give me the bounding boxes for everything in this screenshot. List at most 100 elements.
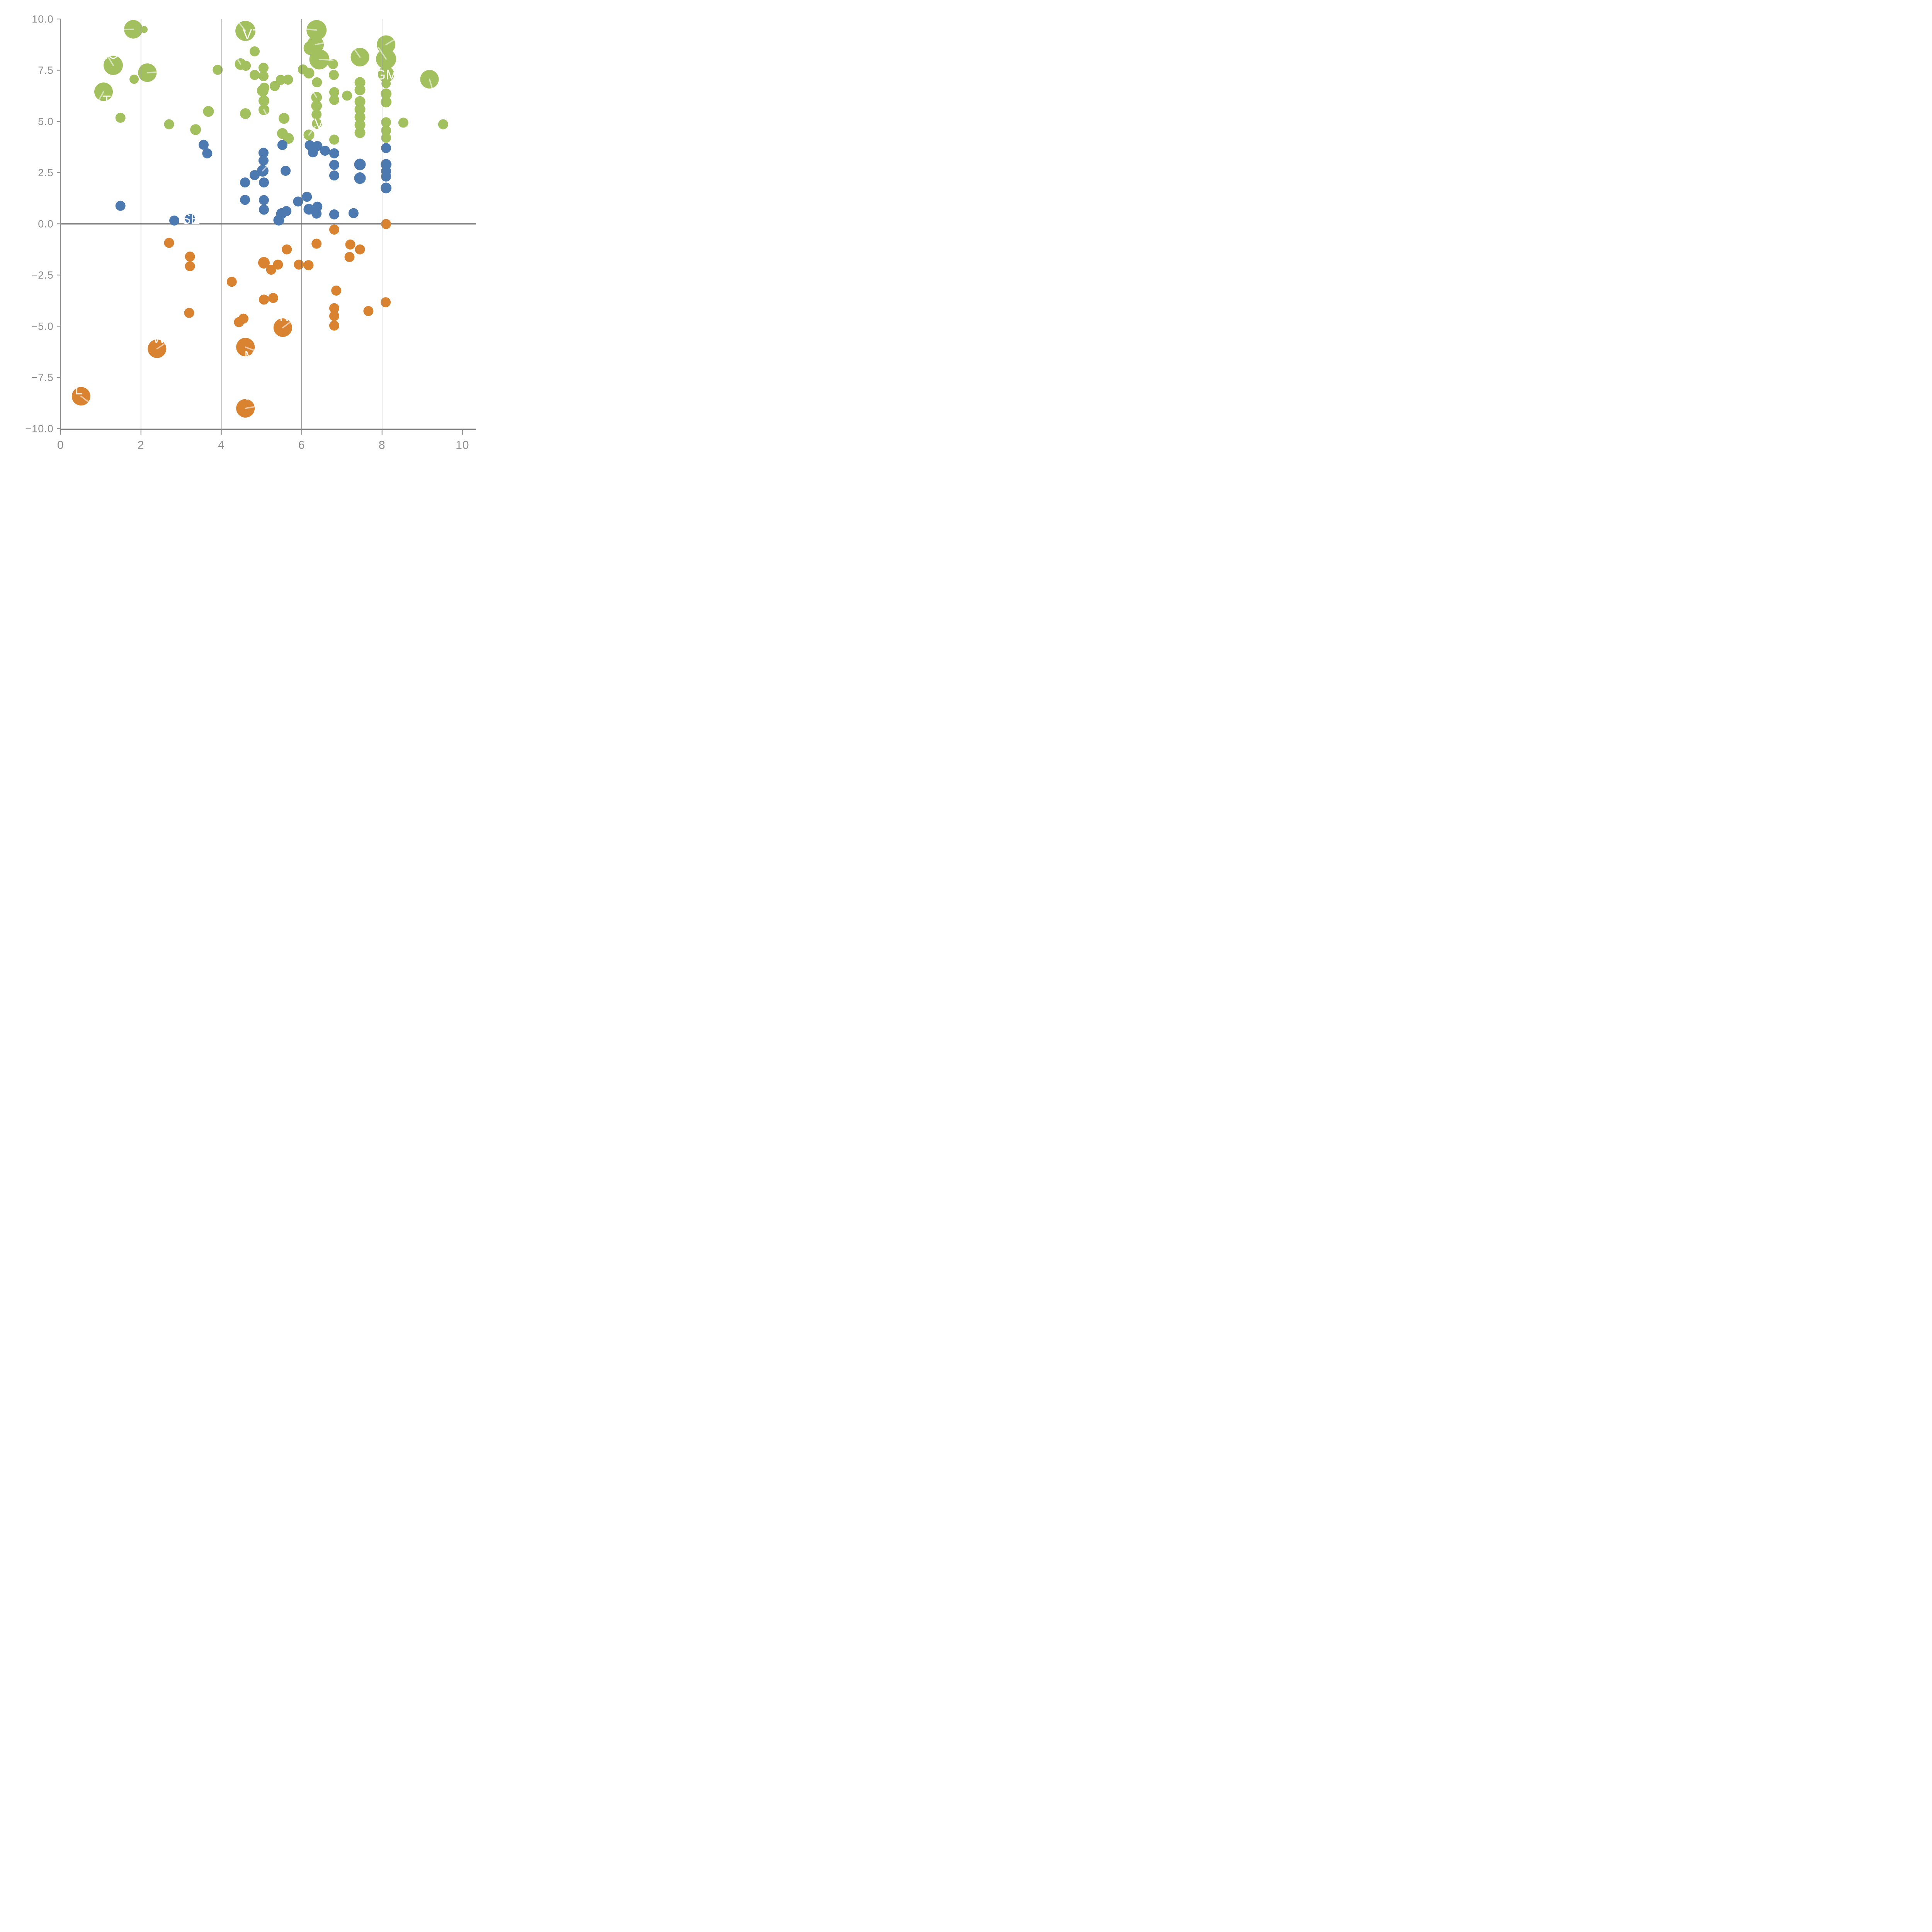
data-point[interactable]: [328, 70, 339, 80]
data-point[interactable]: [258, 95, 269, 106]
data-point[interactable]: [115, 201, 126, 211]
data-point[interactable]: [348, 208, 359, 218]
data-point[interactable]: [381, 143, 391, 153]
data-point[interactable]: [266, 264, 276, 275]
data-point[interactable]: [169, 215, 180, 226]
data-point[interactable]: [250, 70, 260, 80]
data-point[interactable]: [115, 112, 126, 123]
data-point[interactable]: [381, 219, 391, 229]
data-point[interactable]: [278, 113, 289, 124]
data-point[interactable]: [312, 77, 322, 88]
data-point[interactable]: [320, 146, 330, 156]
data-point[interactable]: [276, 75, 286, 85]
data-point[interactable]: [329, 95, 339, 105]
data-point[interactable]: [311, 100, 322, 111]
data-point[interactable]: [398, 117, 408, 128]
data-point[interactable]: [354, 158, 366, 170]
data-point[interactable]: [329, 303, 339, 313]
data-point[interactable]: [329, 160, 339, 170]
data-point[interactable]: [303, 204, 315, 215]
data-point[interactable]: [331, 286, 342, 296]
data-point[interactable]: [259, 294, 269, 305]
data-point[interactable]: [312, 141, 323, 151]
data-point[interactable]: [164, 119, 174, 129]
data-point[interactable]: [129, 75, 139, 84]
data-point[interactable]: [185, 252, 195, 262]
data-point[interactable]: [354, 172, 366, 184]
data-point[interactable]: [344, 252, 355, 262]
data-point[interactable]: [259, 177, 269, 188]
data-point[interactable]: [185, 261, 195, 271]
data-point[interactable]: [354, 104, 366, 115]
data-point[interactable]: [381, 88, 392, 99]
data-point[interactable]: [281, 206, 292, 216]
data-point[interactable]: [312, 119, 322, 129]
data-point[interactable]: [381, 125, 391, 136]
data-point[interactable]: [381, 117, 391, 128]
data-point[interactable]: [213, 65, 223, 75]
data-point[interactable]: [185, 214, 195, 224]
data-point[interactable]: [311, 238, 322, 249]
data-point[interactable]: [329, 134, 339, 145]
data-point[interactable]: [258, 148, 269, 158]
data-point[interactable]: [259, 195, 269, 205]
data-point[interactable]: [329, 311, 339, 321]
data-point[interactable]: [354, 127, 366, 138]
data-point[interactable]: [198, 139, 209, 150]
data-point[interactable]: [354, 84, 366, 95]
data-point[interactable]: [277, 140, 287, 150]
data-point[interactable]: [258, 63, 269, 73]
data-point[interactable]: [273, 259, 283, 270]
data-point[interactable]: [283, 75, 293, 85]
data-point[interactable]: [184, 308, 194, 318]
data-point[interactable]: [363, 306, 374, 316]
data-point[interactable]: [203, 106, 214, 117]
data-point[interactable]: [329, 209, 339, 219]
data-point[interactable]: [190, 124, 201, 135]
data-point[interactable]: [328, 59, 338, 69]
data-point[interactable]: [381, 96, 392, 107]
data-point[interactable]: [258, 155, 269, 166]
data-point[interactable]: [381, 171, 391, 182]
data-point[interactable]: [241, 61, 251, 71]
data-point[interactable]: [164, 238, 174, 248]
data-point[interactable]: [293, 196, 303, 207]
data-point[interactable]: [345, 239, 355, 250]
data-point[interactable]: [240, 195, 250, 205]
data-point[interactable]: [381, 182, 392, 194]
data-point[interactable]: [283, 133, 294, 144]
data-point[interactable]: [226, 277, 237, 287]
data-point[interactable]: [354, 112, 366, 123]
data-point[interactable]: [381, 297, 391, 308]
data-point[interactable]: [381, 133, 391, 143]
data-point[interactable]: [381, 79, 391, 88]
data-point[interactable]: [354, 96, 366, 107]
data-point[interactable]: [234, 317, 244, 327]
data-point[interactable]: [329, 224, 339, 235]
data-point[interactable]: [302, 192, 312, 202]
data-point[interactable]: [258, 71, 269, 82]
data-point[interactable]: [342, 90, 352, 101]
data-point[interactable]: [311, 109, 322, 120]
data-point[interactable]: [304, 140, 315, 150]
data-point[interactable]: [141, 26, 148, 33]
data-point[interactable]: [355, 244, 365, 255]
data-point[interactable]: [329, 87, 339, 97]
data-point[interactable]: [257, 85, 269, 97]
data-point[interactable]: [258, 257, 270, 269]
data-point[interactable]: [303, 68, 315, 79]
data-point[interactable]: [240, 108, 251, 119]
data-point[interactable]: [311, 208, 322, 219]
data-point[interactable]: [268, 293, 278, 303]
data-point[interactable]: [438, 119, 448, 129]
data-point[interactable]: [281, 165, 291, 176]
data-point[interactable]: [329, 148, 339, 158]
data-point[interactable]: [294, 259, 304, 270]
data-point[interactable]: [250, 170, 260, 180]
data-point[interactable]: [259, 204, 269, 215]
data-point[interactable]: [270, 81, 280, 91]
data-point[interactable]: [273, 214, 284, 226]
data-point[interactable]: [240, 177, 250, 188]
data-point[interactable]: [250, 46, 260, 56]
data-point[interactable]: [329, 170, 339, 181]
